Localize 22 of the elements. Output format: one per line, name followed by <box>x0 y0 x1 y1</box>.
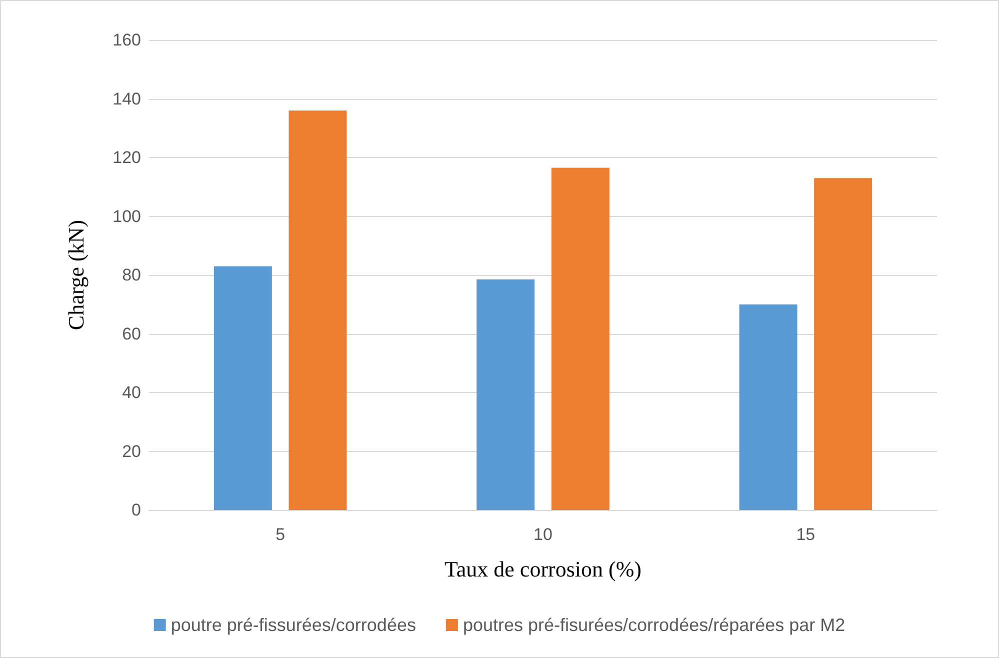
y-tick-label: 80 <box>122 266 141 284</box>
bar <box>814 178 872 510</box>
bar <box>476 279 535 510</box>
y-tick-label: 140 <box>112 89 141 108</box>
legend-label: poutre pré-fissurées/corrodées <box>170 615 416 635</box>
bar <box>739 304 798 510</box>
y-axis-title: Charge (kN) <box>64 220 88 330</box>
legend-label: poutres pré-fisurées/corrodées/réparées par M2 <box>462 615 846 635</box>
x-axis-title: Taux de corrosion (%) <box>444 556 642 582</box>
y-tick-label: 20 <box>122 442 141 461</box>
bar <box>214 266 272 510</box>
y-tick-label: 120 <box>112 148 141 167</box>
bar <box>551 168 610 510</box>
y-tick-label: 100 <box>112 206 141 226</box>
y-tick-label: 40 <box>122 383 141 402</box>
bar <box>288 110 347 510</box>
x-tick-label: 15 <box>796 525 816 544</box>
y-tick-label: 60 <box>122 324 141 344</box>
x-tick-label: 10 <box>534 525 552 544</box>
x-tick-label: 5 <box>276 525 286 544</box>
y-tick-label: 160 <box>112 30 141 50</box>
y-tick-label: 0 <box>132 500 141 520</box>
